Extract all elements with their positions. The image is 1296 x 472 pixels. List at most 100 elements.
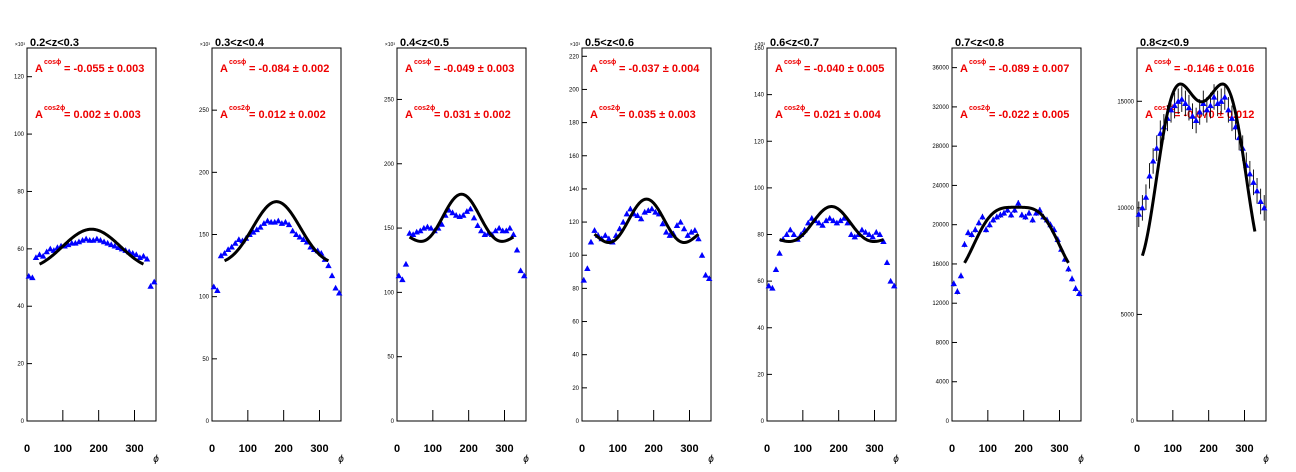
data-point [264, 217, 271, 224]
data-point [289, 227, 296, 234]
data-point [257, 223, 264, 230]
y-tick-label: 80 [757, 233, 764, 239]
y-tick-label: 60 [757, 279, 764, 285]
x-tick-label: 200 [89, 443, 107, 455]
asymmetry-cos2phi-symbol: A [405, 109, 413, 121]
data-point [133, 251, 140, 258]
plot-frame [581, 47, 712, 422]
y-tick-label: 32000 [932, 105, 949, 111]
data-point [467, 205, 474, 212]
y-tick-label: 180 [569, 121, 580, 127]
x-tick-label: 0 [394, 443, 400, 455]
data-point [1029, 216, 1036, 223]
data-point [513, 246, 521, 253]
data-point [503, 227, 510, 234]
y-tick-label: 120 [14, 75, 25, 81]
asymmetry-cosphi-superscript: cosϕ [969, 59, 986, 66]
data-point [427, 224, 435, 231]
x-tick-label: 100 [794, 443, 812, 455]
data-point [623, 210, 630, 217]
data-point [1171, 102, 1178, 109]
asymmetry-cosphi-value: = -0.055 ± 0.003 [64, 63, 144, 75]
x-axis-label: ϕ [338, 454, 344, 465]
x-tick-label: 100 [54, 443, 72, 455]
data-point [990, 216, 997, 223]
data-point [587, 238, 595, 245]
y-tick-label: 16000 [932, 262, 949, 268]
data-point [822, 217, 830, 224]
asymmetry-cos2phi-symbol: A [775, 109, 783, 121]
x-axis-label: ϕ [1078, 454, 1084, 465]
y-tick-label: 0 [391, 419, 395, 425]
data-point [395, 272, 402, 279]
data-point [275, 217, 282, 224]
data-point [833, 219, 841, 226]
data-point [449, 209, 456, 216]
y-tick-label: 80 [572, 286, 579, 292]
y-tick-label: 80 [17, 189, 24, 195]
data-point [111, 242, 118, 249]
asymmetry-cos2phi-symbol: A [220, 109, 228, 121]
data-point [1015, 199, 1022, 206]
data-point [826, 214, 833, 221]
y-multiplier-label: ×10³ [755, 42, 765, 48]
y-tick-label: 12000 [932, 301, 949, 307]
data-point [285, 221, 293, 228]
data-point [25, 272, 32, 279]
data-point [235, 236, 243, 243]
data-point [1175, 98, 1182, 104]
x-tick-label: 100 [424, 443, 442, 455]
y-multiplier-label: ×10³ [385, 42, 395, 48]
data-point [673, 222, 681, 228]
y-multiplier-label: ×10³ [15, 42, 25, 48]
data-point [684, 232, 691, 238]
plot-frame [1136, 47, 1267, 422]
y-tick-label: 150 [384, 226, 395, 232]
data-point [887, 277, 894, 284]
x-tick-label: 300 [1050, 443, 1068, 455]
data-point [232, 240, 239, 246]
data-point [605, 235, 613, 242]
data-point [677, 218, 684, 225]
asymmetry-cos2phi-superscript: cos2ϕ [1154, 105, 1175, 112]
panel-title: 0.3<z<0.4 [215, 37, 265, 49]
data-point [652, 208, 659, 215]
asymmetry-cos2phi-value: = -0.022 ± 0.005 [989, 109, 1069, 121]
y-tick-label: 4000 [936, 380, 950, 386]
y-tick-label: 140 [569, 187, 580, 193]
chart-panel-4: ×10³ 0.5<z<0.6 0 20 40 60 80 100 120 140 160 180 200… [569, 37, 714, 465]
x-axis-label: ϕ [153, 454, 159, 465]
data-point [115, 244, 122, 250]
data-point [332, 284, 339, 291]
x-tick-label: 200 [829, 443, 847, 455]
data-point [1203, 106, 1211, 113]
data-point [1182, 100, 1189, 106]
data-point [869, 233, 876, 240]
data-point [1207, 102, 1214, 109]
y-tick-label: 200 [569, 87, 580, 93]
x-axis-label: ϕ [1263, 454, 1269, 465]
data-point [1022, 213, 1029, 220]
data-point [627, 205, 634, 212]
data-point [1196, 108, 1203, 115]
data-point [253, 226, 260, 233]
data-point [787, 226, 794, 233]
data-point [506, 224, 514, 231]
data-point [783, 231, 790, 238]
data-point [228, 243, 235, 250]
data-point [637, 215, 645, 222]
asymmetry-cosphi-superscript: cosϕ [599, 59, 616, 66]
data-point [645, 207, 652, 214]
data-point [224, 246, 232, 252]
asymmetry-cosphi-symbol: A [775, 63, 783, 75]
data-point [1185, 104, 1193, 111]
data-point [452, 212, 460, 218]
y-tick-label: 20 [572, 386, 579, 392]
